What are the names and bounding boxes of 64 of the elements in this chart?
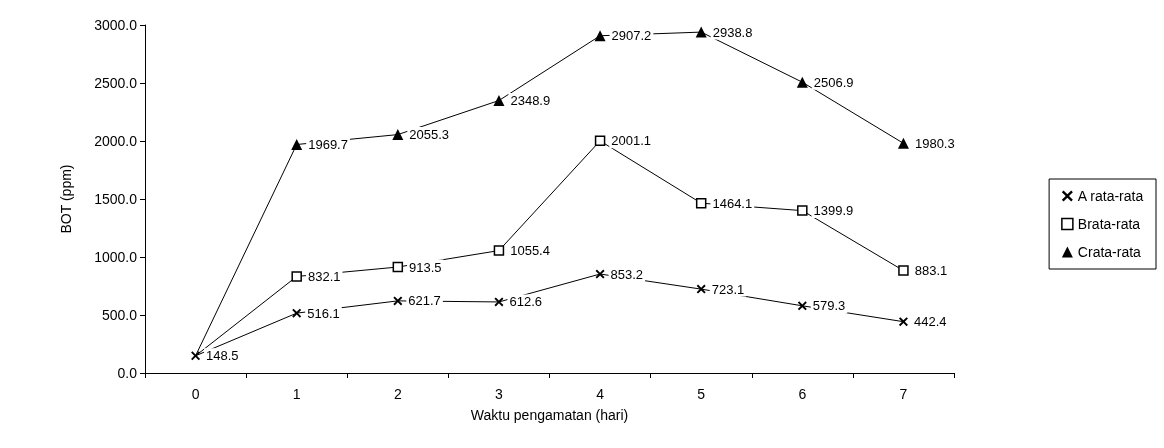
point [292,308,302,318]
point [191,351,201,361]
y-tick-label: 500.0 [101,307,138,323]
point [291,139,303,151]
point [493,95,505,107]
point [695,197,707,209]
x-tick-label: 7 [899,386,908,402]
y-tick-label: 2500.0 [94,75,138,91]
x-axis-title: Waktu pengamatan (hari) [470,407,629,423]
point [696,284,706,294]
data-label: 612.6 [509,294,542,310]
x-tick-label: 0 [191,386,200,402]
data-label: 832.1 [307,268,341,284]
point [392,129,404,141]
legend-label: A rata-rata [1077,188,1144,204]
data-label: 1969.7 [308,137,348,153]
data-label: 1464.1 [712,195,753,211]
data-label: 2506.9 [813,74,854,90]
data-label: 2938.8 [712,24,753,40]
x-tick-label: 5 [697,386,706,402]
y-tick-label: 2000.0 [94,133,138,149]
point [595,269,605,279]
point [393,296,403,306]
point [594,135,606,147]
point [594,30,606,42]
data-label: 1399.9 [813,203,854,219]
x-tick-label: 4 [596,386,605,402]
point [898,265,909,276]
data-label: 2348.9 [510,93,551,109]
point [493,245,505,256]
x-tick-label: 2 [393,386,402,402]
x-tick-label: 6 [798,386,807,402]
point [695,26,707,38]
data-label: 442.4 [913,314,947,330]
data-label: 579.3 [812,298,846,314]
data-label: 148.5 [206,348,239,364]
point [797,301,807,311]
data-label: 913.5 [409,259,442,275]
y-axis-title: BOT (ppm) [58,164,74,234]
data-label: 1055.4 [510,243,550,259]
x-tick-label: 1 [292,386,301,402]
data-label: 883.1 [914,263,948,279]
y-tick-label: 0.0 [117,365,138,381]
data-label: 723.1 [711,281,745,297]
data-label: 2907.2 [611,28,652,44]
x-tick-label: 3 [495,386,504,402]
y-tick-label: 3000.0 [94,17,138,33]
data-label: 1980.3 [914,135,955,151]
data-label: 2055.3 [409,127,450,143]
point [797,205,808,216]
point [392,261,404,273]
y-tick-label: 1000.0 [94,249,138,265]
data-label: 621.7 [408,293,441,309]
point [898,317,908,327]
data-label: 853.2 [610,266,644,282]
data-label: 516.1 [307,305,340,321]
point [494,297,504,307]
legend-label: Crata-rata [1077,244,1142,260]
data-label: 2001.1 [611,133,652,149]
point [291,271,302,282]
y-tick-label: 1500.0 [94,191,138,207]
point [796,76,808,88]
legend-label: Brata-rata [1077,216,1141,232]
point [897,137,909,149]
